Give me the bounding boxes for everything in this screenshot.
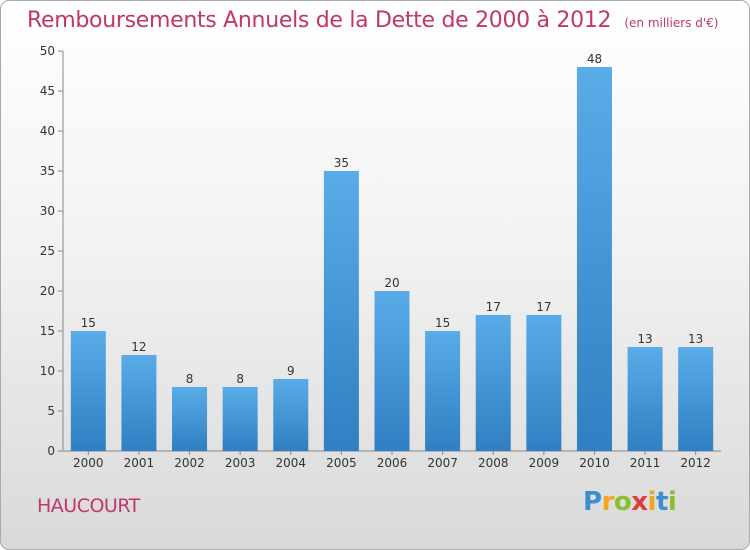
bar xyxy=(121,355,157,451)
bar xyxy=(678,347,714,451)
x-tick-label: 2001 xyxy=(124,456,155,470)
logo-letter: i xyxy=(647,487,657,517)
bar xyxy=(323,171,359,451)
y-tick-label: 15 xyxy=(40,324,55,338)
x-tick-label: 2004 xyxy=(275,456,306,470)
y-tick-label: 10 xyxy=(40,364,55,378)
bar xyxy=(576,67,612,451)
bar xyxy=(526,315,562,451)
commune-name: HAUCOURT xyxy=(37,495,140,517)
x-tick-label: 2000 xyxy=(73,456,104,470)
logo-letter: r xyxy=(601,487,615,517)
data-label: 17 xyxy=(486,300,501,314)
x-tick-label: 2006 xyxy=(377,456,408,470)
data-label: 35 xyxy=(334,156,349,170)
x-tick-label: 2003 xyxy=(225,456,256,470)
x-tick-label: 2010 xyxy=(579,456,610,470)
x-tick-label: 2011 xyxy=(630,456,661,470)
data-label: 8 xyxy=(186,372,194,386)
logo-letter: t xyxy=(655,487,668,517)
y-tick-label: 40 xyxy=(40,124,55,138)
x-tick-label: 2008 xyxy=(478,456,509,470)
y-tick-label: 30 xyxy=(40,204,55,218)
data-label: 20 xyxy=(384,276,399,290)
y-tick-label: 35 xyxy=(40,164,55,178)
bar xyxy=(627,347,663,451)
data-label: 13 xyxy=(637,332,652,346)
logo-letter: x xyxy=(631,487,648,517)
y-tick-label: 25 xyxy=(40,244,55,258)
logo-letter: i xyxy=(667,487,677,517)
x-tick-label: 2002 xyxy=(174,456,205,470)
chart-subtitle: (en milliers d'€) xyxy=(624,16,719,30)
y-tick-label: 20 xyxy=(40,284,55,298)
y-tick-label: 45 xyxy=(40,84,55,98)
bar xyxy=(273,379,309,451)
y-tick-label: 0 xyxy=(47,444,55,458)
bar xyxy=(172,387,208,451)
bar xyxy=(374,291,410,451)
proxiti-logo: Proxiti xyxy=(583,487,677,517)
data-label: 17 xyxy=(536,300,551,314)
bar xyxy=(222,387,258,451)
x-tick-label: 2009 xyxy=(529,456,560,470)
bar xyxy=(70,331,106,451)
bar xyxy=(425,331,461,451)
data-label: 13 xyxy=(688,332,703,346)
data-label: 12 xyxy=(131,340,146,354)
bar xyxy=(475,315,511,451)
y-tick-label: 5 xyxy=(47,404,55,418)
y-tick-label: 50 xyxy=(40,44,55,58)
chart-title: Remboursements Annuels de la Dette de 20… xyxy=(27,8,612,33)
data-label: 15 xyxy=(81,316,96,330)
data-label: 8 xyxy=(236,372,244,386)
x-tick-label: 2005 xyxy=(326,456,357,470)
x-tick-label: 2007 xyxy=(427,456,458,470)
data-label: 48 xyxy=(587,52,602,66)
title-block: Remboursements Annuels de la Dette de 20… xyxy=(27,8,718,33)
x-tick-label: 2012 xyxy=(680,456,711,470)
data-label: 15 xyxy=(435,316,450,330)
logo-letter: o xyxy=(613,487,632,517)
data-label: 9 xyxy=(287,364,295,378)
logo-letter: P xyxy=(583,487,602,517)
